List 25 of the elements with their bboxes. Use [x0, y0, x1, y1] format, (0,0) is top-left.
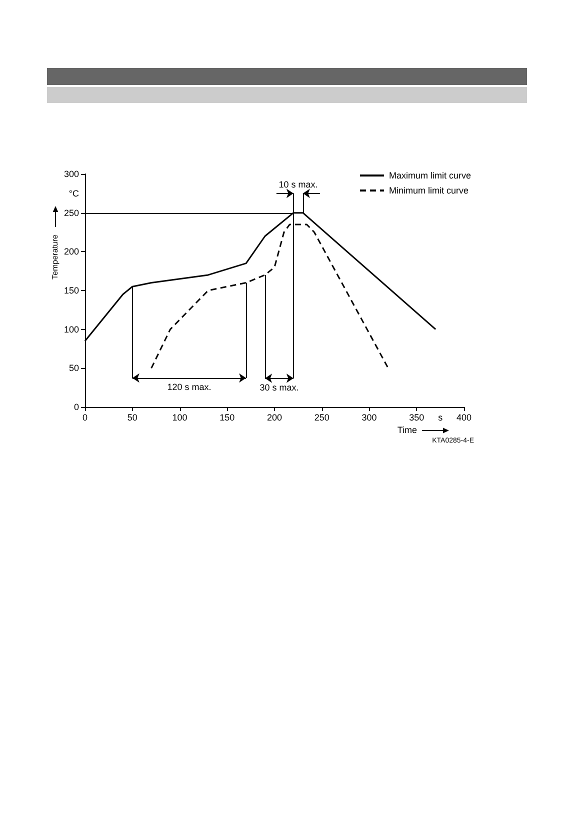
x-tick-label: 50	[127, 412, 138, 422]
x-tick-label: 350	[409, 412, 424, 422]
y-tick-label: °C	[68, 188, 80, 198]
annotation: 10 s max.	[278, 179, 318, 190]
legend-label: Minimum limit curve	[388, 186, 469, 196]
annotation: 30 s max.	[260, 382, 299, 392]
x-axis-title: Time	[397, 425, 417, 435]
y-tick-label: 250	[64, 208, 79, 218]
x-tick-label: 300	[362, 412, 377, 422]
annotation: 120 s max.	[167, 382, 212, 392]
y-tick-label: 0	[74, 402, 79, 412]
legend-label: Maximum limit curve	[388, 170, 472, 180]
y-tick-label: 300	[64, 169, 79, 179]
x-tick-label: 200	[266, 412, 282, 422]
x-tick-label: 400	[456, 412, 472, 422]
y-tick-label: 200	[64, 246, 79, 257]
x-tick-label: 100	[172, 412, 188, 422]
x-tick-label: 0	[82, 412, 88, 422]
y-tick-label: 50	[68, 363, 79, 374]
y-axis-title: Temperature	[50, 234, 60, 280]
x-tick-label: 150	[220, 412, 235, 422]
x-tick-label: 250	[314, 412, 330, 422]
y-tick-label: 100	[64, 324, 79, 334]
y-tick-label: 150	[64, 286, 79, 296]
x-tick-label: s	[438, 412, 444, 422]
